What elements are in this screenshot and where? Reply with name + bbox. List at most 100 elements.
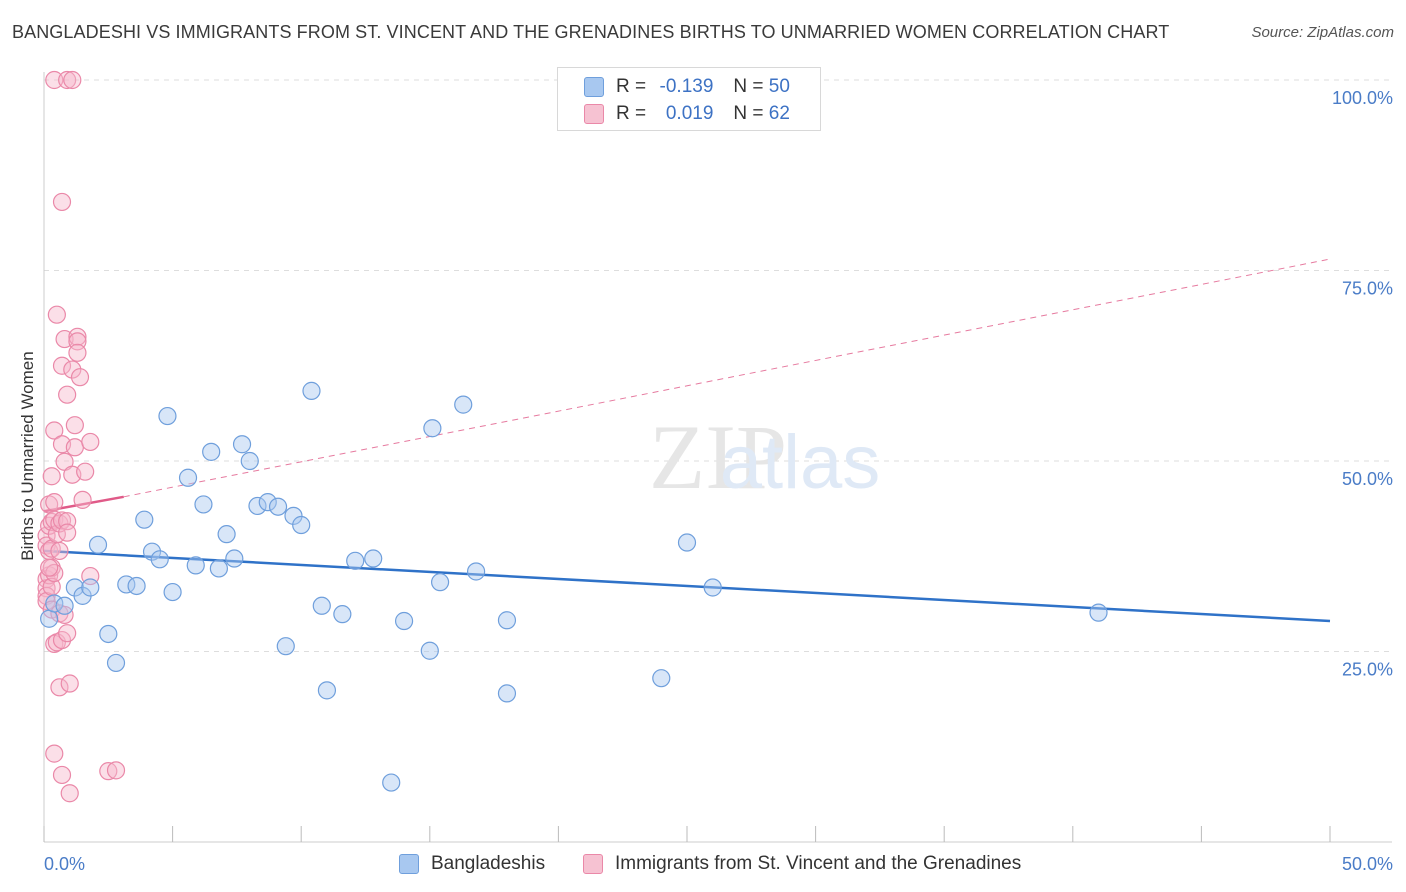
pink-swatch bbox=[584, 104, 604, 124]
point-st-vincent bbox=[50, 541, 69, 561]
legend-label: Immigrants from St. Vincent and the Gren… bbox=[615, 853, 1022, 874]
point-bangladeshis bbox=[423, 419, 442, 438]
r-value: 0.019 bbox=[665, 103, 714, 124]
blue-swatch bbox=[399, 854, 419, 874]
point-st-vincent bbox=[63, 360, 82, 379]
point-st-vincent bbox=[52, 356, 72, 375]
point-st-vincent bbox=[58, 385, 77, 404]
point-bangladeshis bbox=[312, 596, 331, 615]
y-tick-label: 25.0% bbox=[1342, 660, 1393, 680]
point-bangladeshis bbox=[677, 533, 697, 552]
legend-row-bangladeshis: R = -0.139 N = 50 bbox=[558, 73, 790, 101]
point-st-vincent bbox=[58, 70, 77, 90]
point-bangladeshis bbox=[127, 576, 146, 596]
point-bangladeshis bbox=[202, 442, 221, 461]
point-st-vincent bbox=[63, 70, 82, 90]
point-st-vincent bbox=[50, 678, 69, 697]
point-st-vincent bbox=[68, 327, 87, 346]
point-bangladeshis bbox=[178, 468, 198, 487]
point-st-vincent bbox=[52, 765, 72, 785]
n-value: 50 bbox=[768, 76, 790, 97]
point-bangladeshis bbox=[232, 435, 252, 454]
x-tick-label: 50.0% bbox=[1342, 854, 1393, 874]
legend-row-st-vincent: R = 0.019 N = 62 bbox=[558, 100, 790, 128]
trend-lines bbox=[43, 258, 1331, 623]
point-bangladeshis bbox=[209, 559, 228, 578]
point-bangladeshis bbox=[194, 495, 213, 514]
trend-line-st-vincent-extended bbox=[123, 258, 1331, 498]
point-bangladeshis bbox=[217, 525, 236, 544]
point-bangladeshis bbox=[382, 773, 401, 792]
trend-line-st-vincent bbox=[43, 495, 124, 513]
r-label: R = bbox=[616, 76, 647, 97]
point-bangladeshis bbox=[81, 578, 100, 597]
point-bangladeshis bbox=[142, 542, 162, 561]
trend-line-bangladeshis bbox=[43, 549, 1331, 623]
n-label: N = bbox=[733, 76, 764, 97]
point-bangladeshis bbox=[186, 556, 205, 575]
point-bangladeshis bbox=[302, 381, 321, 400]
gridlines bbox=[44, 79, 1392, 652]
point-bangladeshis bbox=[703, 578, 722, 597]
n-label: N = bbox=[733, 103, 764, 124]
blue-swatch bbox=[584, 77, 604, 97]
point-st-vincent bbox=[73, 490, 92, 509]
point-st-vincent bbox=[70, 368, 90, 387]
point-bangladeshis bbox=[420, 641, 439, 660]
point-bangladeshis bbox=[276, 637, 295, 656]
point-st-vincent bbox=[58, 624, 77, 643]
r-label: R = bbox=[616, 103, 647, 124]
point-st-vincent bbox=[37, 586, 56, 605]
point-bangladeshis bbox=[150, 550, 169, 569]
point-st-vincent bbox=[45, 493, 64, 512]
point-bangladeshis bbox=[99, 624, 118, 644]
point-bangladeshis bbox=[225, 549, 244, 568]
point-bangladeshis bbox=[652, 669, 671, 688]
point-bangladeshis bbox=[497, 684, 517, 703]
point-st-vincent bbox=[60, 674, 79, 693]
point-bangladeshis bbox=[430, 573, 450, 592]
point-bangladeshis bbox=[497, 611, 517, 630]
source-credit: Source: ZipAtlas.com bbox=[1251, 24, 1394, 41]
point-bangladeshis bbox=[364, 549, 383, 568]
point-st-vincent bbox=[60, 784, 79, 803]
point-bangladeshis bbox=[55, 596, 74, 615]
point-bangladeshis bbox=[88, 535, 108, 554]
point-bangladeshis bbox=[333, 605, 352, 624]
point-st-vincent bbox=[65, 416, 84, 435]
bottom-legend-st-vincent: Immigrants from St. Vincent and the Gren… bbox=[583, 850, 1021, 878]
point-bangladeshis bbox=[158, 406, 177, 426]
chart-title: BANGLADESHI VS IMMIGRANTS FROM ST. VINCE… bbox=[12, 22, 1170, 42]
point-st-vincent bbox=[45, 421, 64, 440]
point-st-vincent bbox=[45, 70, 64, 90]
point-st-vincent bbox=[42, 467, 61, 486]
point-bangladeshis bbox=[258, 493, 277, 512]
point-bangladeshis bbox=[284, 506, 303, 525]
correlation-legend: R = -0.139 N = 50 R = 0.019 N = 62 bbox=[557, 67, 821, 131]
point-st-vincent bbox=[68, 343, 87, 362]
pink-swatch bbox=[583, 854, 603, 874]
y-tick-label: 100.0% bbox=[1332, 88, 1393, 108]
x-tick-label: 0.0% bbox=[44, 854, 85, 874]
point-st-vincent bbox=[58, 523, 77, 542]
point-bangladeshis bbox=[394, 611, 414, 631]
point-st-vincent bbox=[45, 563, 64, 583]
point-bangladeshis bbox=[454, 395, 473, 414]
point-st-vincent bbox=[76, 462, 95, 481]
point-bangladeshis bbox=[40, 609, 59, 628]
point-bangladeshis bbox=[317, 681, 337, 700]
watermark-zip: ZIP bbox=[649, 406, 787, 508]
point-st-vincent bbox=[45, 744, 64, 763]
point-bangladeshis bbox=[248, 496, 267, 516]
point-st-vincent bbox=[52, 192, 72, 212]
point-st-vincent bbox=[99, 762, 118, 781]
data-points bbox=[37, 70, 1108, 803]
legend-label: Bangladeshis bbox=[431, 853, 546, 874]
r-value: -0.139 bbox=[659, 76, 714, 97]
point-bangladeshis bbox=[292, 515, 311, 535]
tick-labels: 100.0% 75.0% 50.0% 25.0% 0.0% 50.0% bbox=[44, 88, 1393, 874]
point-bangladeshis bbox=[240, 451, 259, 471]
point-st-vincent bbox=[106, 761, 126, 780]
point-st-vincent bbox=[65, 438, 84, 457]
